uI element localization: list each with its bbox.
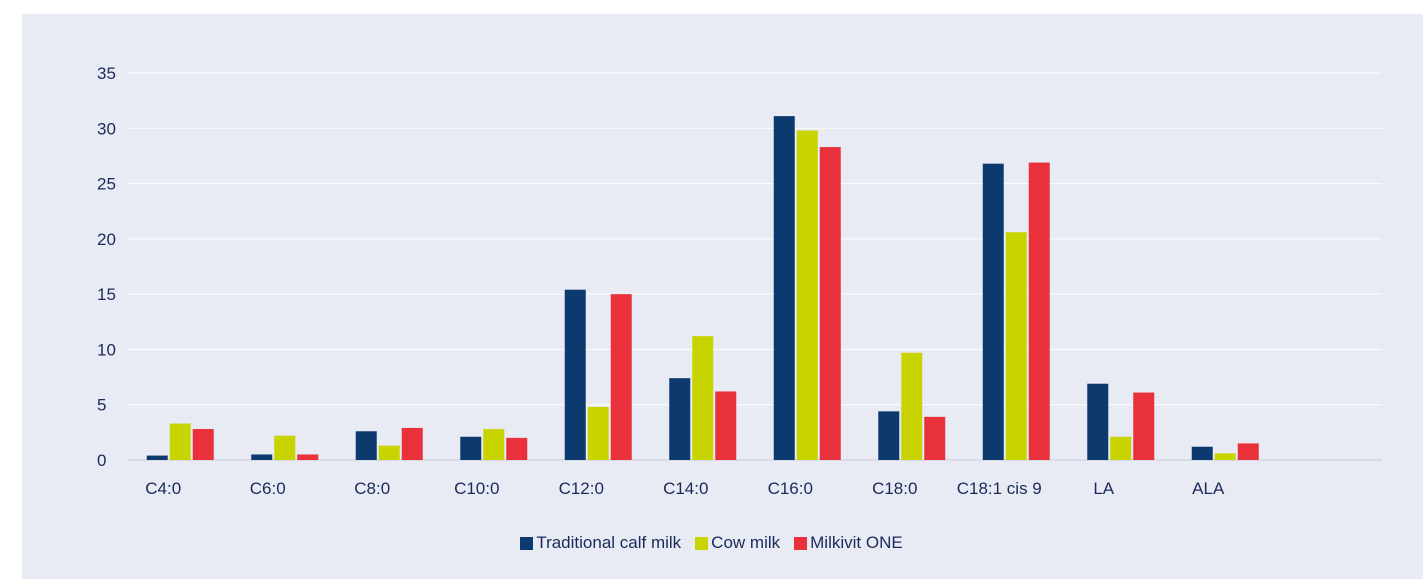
- bar: [251, 454, 273, 460]
- bar: [355, 431, 377, 460]
- bar: [901, 352, 923, 460]
- y-axis-ticks: 0 5 10 15 20 25 30 35: [97, 64, 116, 470]
- x-tick-label: C10:0: [454, 479, 499, 498]
- bar: [192, 429, 214, 460]
- bar: [1133, 392, 1155, 460]
- chart-panel: [22, 14, 1423, 579]
- bar: [692, 336, 714, 460]
- bar: [1110, 436, 1132, 460]
- grid-lines: [128, 72, 1382, 461]
- bar: [878, 411, 900, 460]
- legend-label: Cow milk: [711, 533, 781, 552]
- bar: [564, 289, 586, 460]
- bar: [169, 423, 191, 460]
- bar: [610, 294, 632, 460]
- bar: [587, 406, 609, 460]
- x-axis-ticks: C4:0 C6:0 C8:0 C10:0 C12:0 C14:0 C16:0 C18:0 C18…: [145, 479, 1225, 498]
- x-tick-label: C16:0: [768, 479, 813, 498]
- x-tick-label: C12:0: [559, 479, 604, 498]
- bar: [378, 445, 400, 460]
- bar: [796, 130, 818, 461]
- bar: [715, 391, 737, 460]
- bar: [1237, 443, 1259, 460]
- y-tick-label: 10: [97, 340, 116, 359]
- x-tick-label: C18:0: [872, 479, 917, 498]
- y-tick-label: 0: [97, 451, 106, 470]
- bars: [146, 116, 1259, 461]
- bar: [483, 429, 505, 460]
- x-tick-label: C6:0: [250, 479, 286, 498]
- bar: [1191, 446, 1213, 460]
- bar: [401, 427, 423, 460]
- bar: [982, 163, 1004, 460]
- bar: [1028, 162, 1050, 460]
- legend-item-cow: Cow milk: [695, 533, 780, 553]
- legend-swatch: [520, 536, 534, 550]
- y-tick-label: 20: [97, 230, 116, 249]
- y-tick-label: 5: [97, 396, 106, 415]
- bar: [1005, 232, 1027, 460]
- bar: [1087, 383, 1109, 460]
- legend: Traditional calf milk Cow milk Milkivit …: [0, 533, 1423, 553]
- bar: [274, 435, 296, 460]
- x-tick-label: C4:0: [145, 479, 181, 498]
- y-tick-label: 15: [97, 285, 116, 304]
- x-tick-label: C14:0: [663, 479, 708, 498]
- legend-label: Traditional calf milk: [536, 533, 682, 552]
- bar: [146, 455, 168, 460]
- bar: [819, 147, 841, 460]
- legend-swatch: [794, 536, 808, 550]
- bar: [1214, 453, 1236, 460]
- bar: [773, 116, 795, 460]
- y-tick-label: 35: [97, 64, 116, 83]
- x-tick-label: ALA: [1192, 479, 1225, 498]
- x-tick-label: C8:0: [354, 479, 390, 498]
- y-tick-label: 30: [97, 119, 116, 138]
- legend-swatch: [695, 536, 709, 550]
- y-tick-label: 25: [97, 175, 116, 194]
- legend-item-milkivit: Milkivit ONE: [794, 533, 903, 553]
- bar: [297, 454, 319, 460]
- x-tick-label: C18:1 cis 9: [957, 479, 1042, 498]
- legend-label: Milkivit ONE: [810, 533, 903, 552]
- x-tick-label: LA: [1093, 479, 1114, 498]
- bar: [506, 437, 528, 460]
- legend-item-traditional: Traditional calf milk: [520, 533, 681, 553]
- bar: [460, 436, 482, 460]
- bar: [669, 378, 691, 460]
- bar: [924, 416, 946, 460]
